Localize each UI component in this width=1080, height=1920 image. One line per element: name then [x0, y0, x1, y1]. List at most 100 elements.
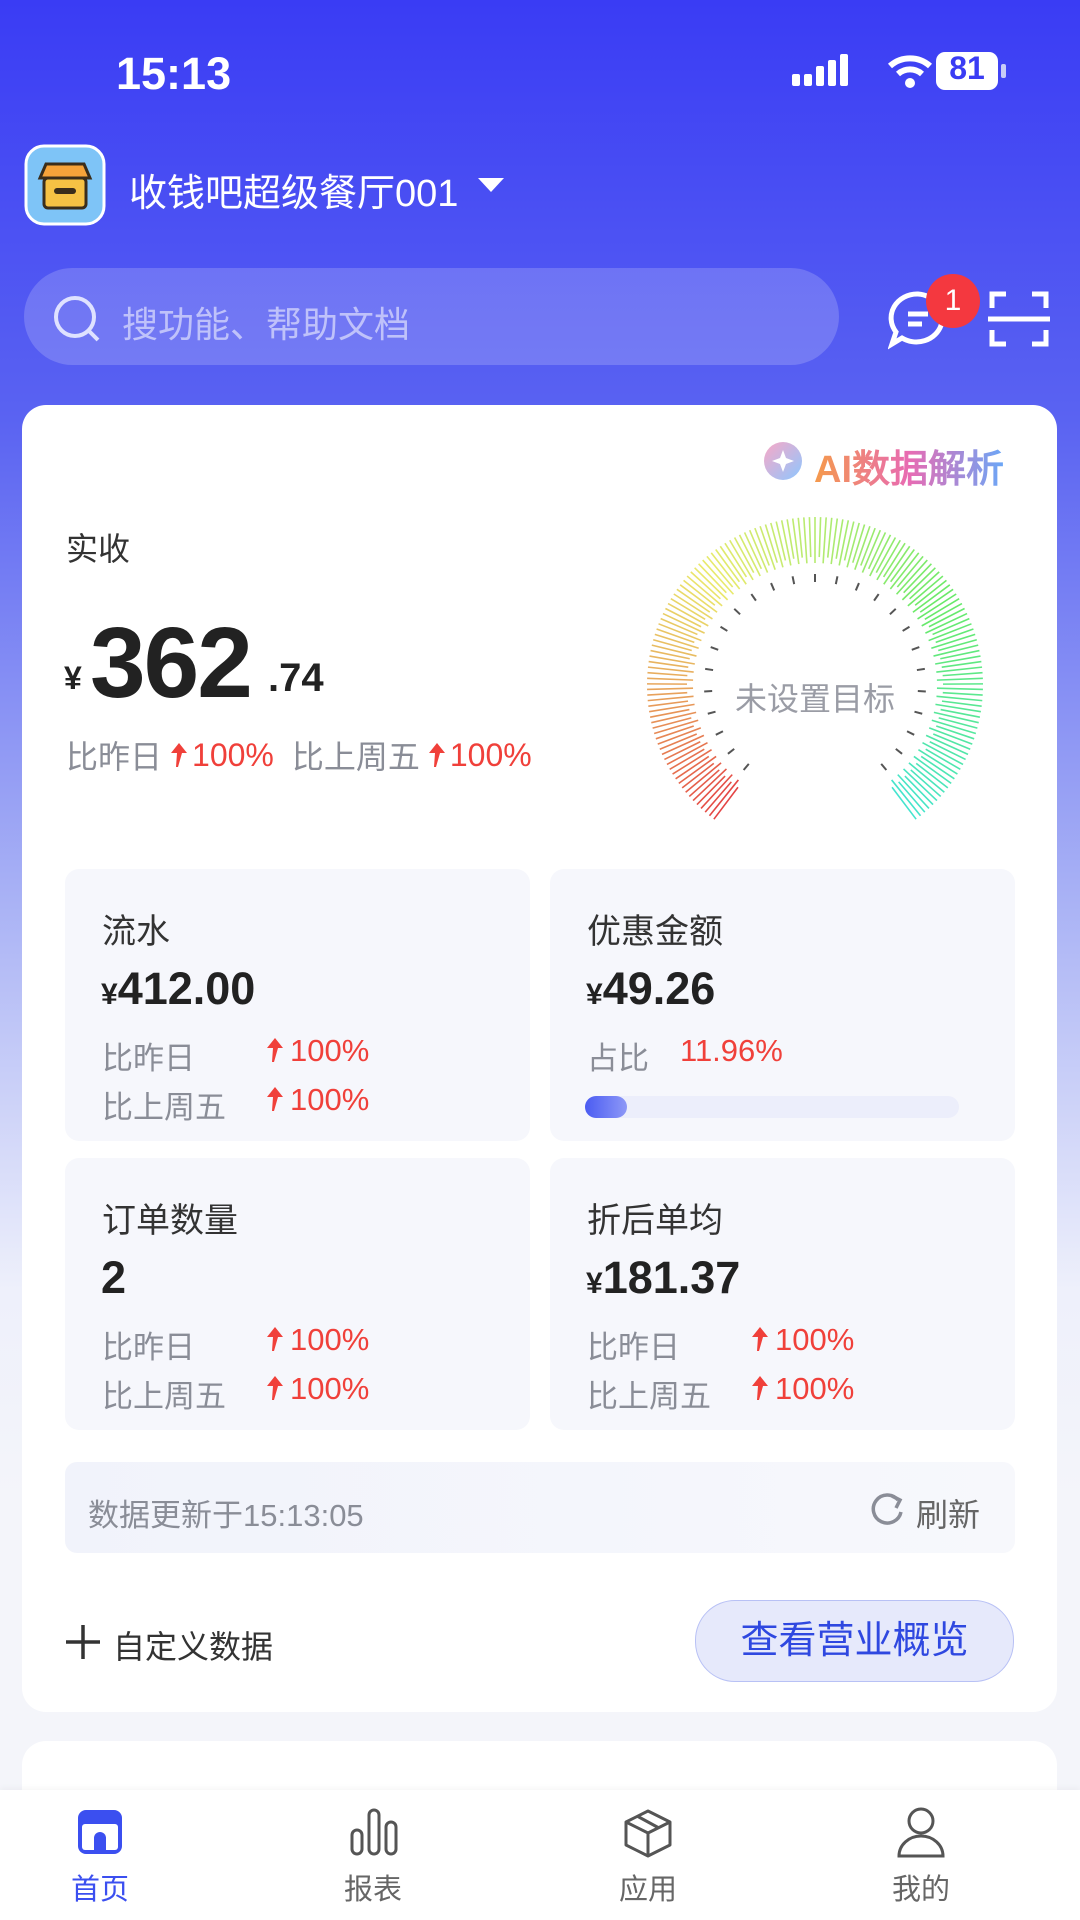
ai-analysis-link[interactable]: AI数据解析	[814, 438, 1004, 493]
refresh-button[interactable]: 刷新	[916, 1497, 981, 1533]
plus-icon[interactable]	[64, 1623, 102, 1661]
gauge-tick	[649, 655, 695, 665]
tile-value: ¥181.37	[586, 1252, 740, 1304]
tab-label[interactable]: 首页	[70, 1874, 129, 1906]
gauge-tick	[665, 607, 702, 628]
search-placeholder: 搜功能、帮助文档	[122, 304, 411, 345]
gauge-tick	[895, 748, 903, 755]
gauge-tick	[786, 519, 795, 559]
gauge-tick	[715, 730, 724, 736]
gauge-tick	[650, 649, 690, 660]
gauge-tick	[647, 677, 694, 681]
summary-compare: 比昨日 100% 比上周五 100%	[66, 732, 532, 778]
gauge-tick	[652, 717, 692, 729]
gauge-tick	[911, 646, 920, 651]
gauge-tick	[678, 755, 717, 785]
gauge-tick	[867, 532, 887, 570]
tile-currency: ¥	[586, 978, 603, 1011]
gauge-tick	[936, 677, 983, 681]
gauge-tick	[910, 769, 942, 798]
gauge-tick	[901, 567, 936, 601]
up-arrow	[267, 1087, 283, 1111]
gauge-tick	[931, 633, 976, 649]
tab-icon-home[interactable]	[76, 1808, 124, 1856]
tile-amount: 412.00	[117, 963, 256, 1014]
summary-decimal: .74	[268, 656, 324, 700]
gauge-tick	[936, 695, 983, 702]
target-gauge[interactable]	[640, 510, 990, 860]
tile-row-label: 比上周五	[587, 1379, 711, 1414]
gauge-tick	[818, 517, 822, 558]
gauge-tick	[826, 517, 833, 558]
gauge-tick	[918, 749, 958, 775]
gauge-tick	[656, 628, 695, 644]
gauge-tick	[904, 775, 934, 806]
gauge-tick	[647, 691, 688, 696]
gauge-tick	[922, 741, 964, 766]
gauge-tick	[929, 741, 966, 761]
gauge-tick	[938, 638, 977, 652]
up-arrow	[752, 1327, 768, 1351]
tab-icon-report[interactable]	[349, 1808, 399, 1856]
gauge-tick	[675, 755, 710, 780]
gauge-tick	[670, 598, 706, 620]
gauge-tick	[846, 522, 860, 568]
tile-value: ¥49.26	[586, 963, 715, 1015]
gauge-tick	[764, 524, 778, 563]
overview-button[interactable]: 查看营业概览	[695, 1600, 1014, 1682]
gauge-tick	[921, 602, 963, 627]
compare-value: 100%	[449, 736, 532, 773]
gauge-tick	[913, 755, 952, 785]
metric-tile	[65, 1158, 530, 1430]
tile-row-label: 比昨日	[587, 1330, 680, 1365]
gauge-tick	[925, 612, 968, 634]
gauge-tick	[838, 520, 850, 566]
tab-icon-mine[interactable]	[896, 1806, 946, 1858]
dropdown-arrow[interactable]	[478, 176, 504, 194]
gauge-tick	[688, 769, 720, 798]
gauge-tick	[897, 774, 930, 809]
gauge-tick	[660, 617, 698, 636]
gauge-tick	[875, 537, 897, 574]
gauge-tick	[935, 703, 981, 713]
summary-integer: 362	[90, 607, 253, 719]
gauge-tick	[719, 545, 747, 585]
tab-label[interactable]: 报表	[343, 1874, 402, 1906]
gauge-tick	[941, 660, 982, 668]
gauge-tick	[685, 762, 722, 793]
scan-icon[interactable]	[988, 290, 1050, 348]
gauge-tick	[724, 542, 748, 578]
tile-amount: 181.37	[602, 1252, 741, 1303]
custom-data-button[interactable]: 自定义数据	[113, 1629, 274, 1665]
gauge-tick	[843, 521, 855, 561]
store-name[interactable]: 收钱吧超级餐厅001	[129, 173, 459, 215]
gauge-tick	[924, 598, 960, 620]
battery-level: 81	[949, 50, 985, 86]
update-time: 数据更新于15:13:05	[88, 1498, 364, 1533]
gauge-tick	[889, 552, 920, 590]
gauge-tick	[936, 666, 983, 673]
gauge-tick	[672, 749, 712, 775]
gauge-tick	[940, 649, 980, 660]
gauge-tick	[822, 517, 827, 564]
refresh-icon[interactable]	[868, 1490, 906, 1528]
search-bar[interactable]	[24, 268, 839, 365]
currency-symbol: ¥	[64, 660, 82, 696]
store-avatar[interactable]	[24, 144, 106, 226]
up-arrow	[267, 1038, 283, 1062]
gauge-tick	[932, 617, 970, 636]
gauge-tick	[791, 576, 796, 585]
gauge-tick	[940, 708, 981, 718]
gauge-tick	[834, 576, 839, 585]
gauge-tick	[651, 644, 697, 657]
gauge-tick	[713, 786, 739, 820]
gauge-tick	[710, 552, 741, 590]
gauge-tick	[659, 733, 698, 751]
gauge-tick	[679, 584, 718, 613]
gauge-tick	[908, 762, 945, 793]
tab-label[interactable]: 应用	[618, 1874, 677, 1906]
gauge-tick	[710, 646, 719, 651]
tab-label[interactable]: 我的	[891, 1874, 950, 1906]
tab-icon-apps[interactable]	[622, 1808, 674, 1858]
